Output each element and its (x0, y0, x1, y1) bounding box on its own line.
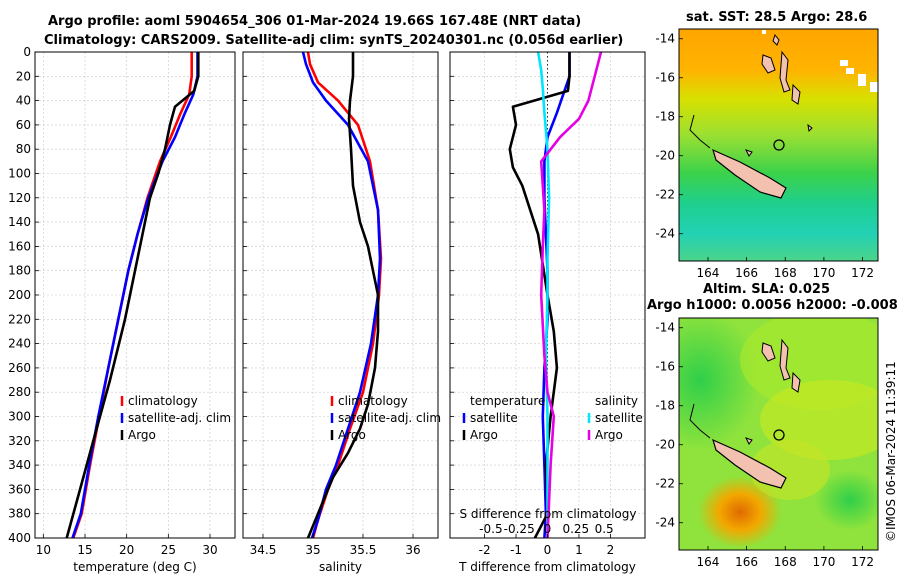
salinity-series-satellite-adj-clim (301, 51, 382, 539)
salinity-xtick-label: 35 (305, 543, 320, 557)
sst-map-lat-label: -18 (655, 110, 675, 124)
sst-map (679, 29, 878, 261)
difference-xtick-label: -2 (479, 543, 491, 557)
difference-xtick-label: -1 (510, 543, 522, 557)
salinity-panel (242, 51, 439, 539)
salinity-legend-label: satellite-adj. clim (338, 411, 441, 425)
temperature-series-argo (65, 52, 200, 539)
salinity-diff-tick-label: -0.25 (504, 522, 535, 536)
depth-tick-label: 100 (8, 167, 31, 181)
depth-tick-label: 180 (8, 264, 31, 278)
sla-profile-marker (773, 429, 785, 441)
temperature-legend-label: climatology (128, 394, 198, 408)
diff-legend-temperature-heading: temperature (470, 394, 545, 408)
salinity-xtick-label: 35.5 (350, 543, 377, 557)
temperature-xtick-label: 15 (77, 543, 92, 557)
salinity-diff-tick-label: 0.25 (562, 522, 589, 536)
salinity-diff-tick-label: 0.5 (595, 522, 614, 536)
salinity-xlabel: salinity (319, 560, 362, 574)
temperature-legend-label: satellite-adj. clim (128, 411, 231, 425)
sla-map-lat-label: -20 (655, 438, 675, 452)
difference-xtick-label: 1 (575, 543, 583, 557)
temperature-panel (34, 51, 236, 539)
depth-tick-label: 140 (8, 215, 31, 229)
difference-xtick-label: 0 (544, 543, 552, 557)
header-line1: Argo profile: aoml 5904654_306 01-Mar-20… (48, 14, 582, 29)
sla-map-lon-label: 164 (697, 555, 720, 569)
sla-map-title-line1: Altim. SLA: 0.025 (703, 282, 830, 297)
sla-map-title-line2: Argo h1000: 0.0056 h2000: -0.008 (647, 298, 898, 313)
depth-tick-label: 360 (8, 482, 31, 496)
depth-tick-label: 220 (8, 312, 31, 326)
difference-panel (449, 51, 646, 539)
sla-map-lon-label: 168 (774, 555, 797, 569)
sla-map-lat-label: -14 (655, 321, 675, 335)
temperature-xtick-label: 30 (202, 543, 217, 557)
salinity-xtick-label: 36 (405, 543, 420, 557)
salinity-legend-label: Argo (338, 428, 366, 442)
difference-series-s-argo (539, 51, 603, 539)
sst-map-lon-label: 168 (774, 266, 797, 280)
depth-tick-label: 120 (8, 191, 31, 205)
depth-tick-label: 380 (8, 507, 31, 521)
sst-map-lon-label: 166 (735, 266, 758, 280)
depth-tick-label: 160 (8, 239, 31, 253)
salinity-diff-axis-title: S difference from climatology (460, 507, 637, 521)
sst-map-lon-label: 170 (812, 266, 835, 280)
depth-tick-label: 260 (8, 361, 31, 375)
temperature-xtick-label: 20 (119, 543, 134, 557)
difference-xlabel: T difference from climatology (458, 560, 636, 574)
salinity-legend-label: climatology (338, 394, 408, 408)
sla-map (679, 318, 878, 550)
sla-map-lat-label: -24 (655, 516, 675, 530)
temperature-xtick-label: 25 (161, 543, 176, 557)
depth-tick-label: 0 (23, 45, 31, 59)
difference-series-t-satellite (541, 52, 571, 539)
sla-map-lat-label: -18 (655, 399, 675, 413)
depth-tick-label: 200 (8, 288, 31, 302)
depth-tick-label: 300 (8, 410, 31, 424)
salinity-series-argo (306, 52, 380, 539)
diff-t-legend-label: satellite (470, 411, 518, 425)
depth-tick-label: 40 (16, 94, 31, 108)
sla-map-lat-label: -16 (655, 360, 675, 374)
diff-s-legend-label: Argo (595, 428, 623, 442)
depth-tick-label: 320 (8, 434, 31, 448)
sla-map-lon-label: 172 (851, 555, 874, 569)
diff-t-legend-label: Argo (470, 428, 498, 442)
diff-s-legend-label: satellite (595, 411, 643, 425)
depth-tick-label: 400 (8, 531, 31, 545)
depth-tick-label: 20 (16, 69, 31, 83)
salinity-diff-tick-label: -0.5 (479, 522, 502, 536)
salinity-xtick-label: 34.5 (250, 543, 277, 557)
temperature-xlabel: temperature (deg C) (73, 560, 196, 574)
sst-map-lat-label: -14 (655, 32, 675, 46)
difference-series-s-satellite (536, 51, 551, 538)
header-line2: Climatology: CARS2009. Satellite-adj cli… (44, 33, 624, 48)
sst-profile-marker (773, 139, 785, 151)
sst-map-lat-label: -24 (655, 227, 675, 241)
depth-tick-label: 280 (8, 385, 31, 399)
depth-tick-label: 60 (16, 118, 31, 132)
sst-map-lat-label: -20 (655, 149, 675, 163)
sst-map-lat-label: -16 (655, 71, 675, 85)
difference-xtick-label: 2 (607, 543, 615, 557)
depth-tick-label: 340 (8, 458, 31, 472)
salinity-diff-tick-label: 0 (544, 522, 552, 536)
sla-map-lon-label: 166 (735, 555, 758, 569)
depth-tick-label: 80 (16, 142, 31, 156)
temperature-xtick-label: 10 (36, 543, 51, 557)
sla-map-lon-label: 170 (812, 555, 835, 569)
depth-tick-label: 240 (8, 337, 31, 351)
sst-map-title: sat. SST: 28.5 Argo: 28.6 (686, 10, 868, 25)
sst-map-lon-label: 164 (697, 266, 720, 280)
temperature-legend-label: Argo (128, 428, 156, 442)
diff-legend-salinity-heading: salinity (595, 394, 638, 408)
sst-map-lat-label: -22 (655, 188, 675, 202)
sla-map-lat-label: -22 (655, 477, 675, 491)
sst-map-lon-label: 172 (851, 266, 874, 280)
imos-credit: ©IMOS 06-Mar-2024 11:39:11 (884, 361, 898, 542)
